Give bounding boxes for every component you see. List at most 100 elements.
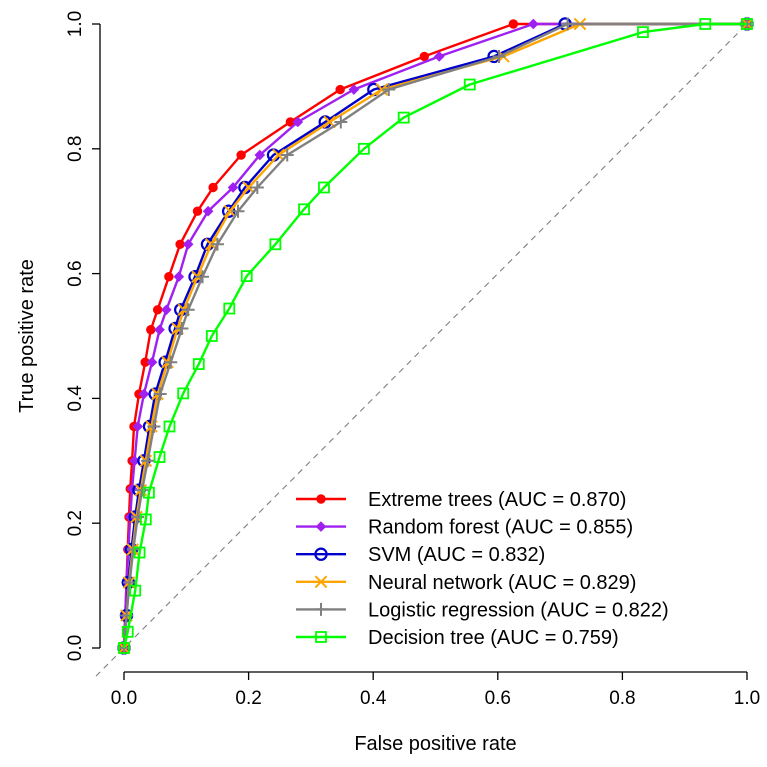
data-point (335, 84, 345, 95)
data-point (231, 204, 245, 218)
legend-entry-5: Logistic regression (AUC = 0.822) (296, 599, 669, 621)
data-point (397, 111, 410, 124)
data-point (163, 420, 176, 433)
data-point (508, 19, 519, 29)
data-point (147, 419, 161, 433)
data-point (161, 304, 172, 316)
axes: 0.0 0.2 0.4 0.6 0.8 1.0 0.0 0.2 0.4 0.6 0.8 1.0 (65, 11, 760, 709)
y-tick-label: 1.0 (65, 11, 86, 37)
data-point (348, 84, 360, 95)
data-point (292, 116, 304, 128)
data-point (182, 238, 194, 250)
x-tick-label: 0.2 (235, 688, 261, 709)
x-tick-label: 0.4 (360, 688, 387, 709)
data-point (357, 142, 370, 155)
data-point (192, 206, 203, 216)
data-point (210, 237, 224, 251)
data-point (382, 83, 396, 97)
legend-marker (316, 494, 326, 504)
data-point (146, 356, 158, 368)
data-point (164, 272, 174, 282)
x-tick-label: 0.0 (111, 688, 137, 709)
data-point (463, 78, 476, 91)
data-point (561, 17, 575, 31)
data-point (492, 49, 506, 63)
legend-entry-1: Extreme trees (AUC = 0.870) (296, 489, 626, 511)
data-point (153, 387, 167, 401)
data-point (177, 387, 190, 400)
data-point (202, 205, 214, 217)
data-point (433, 51, 445, 62)
data-point (141, 454, 155, 468)
legend-label: Decision tree (AUC = 0.759) (368, 627, 619, 649)
series-line-2 (122, 22, 747, 649)
legend-label: Random forest (AUC = 0.855) (368, 517, 633, 539)
data-point (334, 115, 348, 129)
data-point (227, 182, 239, 193)
legend-label: Extreme trees (AUC = 0.870) (368, 489, 626, 511)
x-tick-label: 1.0 (734, 688, 760, 709)
data-point (164, 355, 178, 369)
data-point (192, 358, 205, 370)
data-point (153, 451, 166, 463)
legend-label: Neural network (AUC = 0.829) (368, 572, 636, 594)
data-point (143, 486, 155, 499)
data-point (741, 18, 753, 30)
data-point (240, 270, 253, 282)
legend-entry-6: Decision tree (AUC = 0.759) (296, 627, 619, 649)
data-point (195, 270, 209, 284)
data-point (375, 83, 389, 96)
legend-marker (314, 602, 328, 616)
data-point (181, 303, 195, 317)
legend-label: Logistic regression (AUC = 0.822) (368, 599, 669, 621)
data-point (205, 330, 218, 342)
series-line-3 (122, 22, 747, 649)
legend-entry-3: SVM (AUC = 0.832) (296, 544, 545, 566)
series-line-5 (122, 22, 747, 649)
legend-marker (314, 547, 328, 561)
series-6 (118, 18, 753, 654)
plot-area (95, 17, 754, 677)
legend: Extreme trees (AUC = 0.870) Random forest… (296, 489, 669, 649)
data-point (298, 203, 310, 216)
data-point (129, 584, 142, 597)
data-point (699, 18, 712, 30)
data-point (250, 180, 264, 194)
data-point (138, 388, 150, 400)
data-point (318, 181, 330, 194)
data-point (146, 325, 156, 335)
legend-entry-4: Neural network (AUC = 0.829) (296, 572, 636, 594)
y-tick-label: 0.8 (65, 136, 86, 162)
y-tick-label: 0.6 (65, 260, 86, 286)
x-tick-label: 0.8 (609, 688, 635, 709)
data-point (175, 322, 189, 336)
series-5 (117, 17, 754, 655)
data-point (135, 483, 149, 497)
series-line-6 (122, 22, 747, 649)
data-point (139, 513, 152, 526)
data-point (223, 204, 237, 218)
data-point (254, 149, 266, 161)
data-point (208, 182, 218, 193)
data-point (173, 271, 185, 283)
y-tick-label: 0.0 (65, 635, 86, 661)
data-point (132, 421, 144, 432)
x-tick-label: 0.6 (485, 688, 511, 709)
legend-marker (314, 575, 328, 589)
data-point (269, 238, 282, 251)
legend-marker (315, 631, 327, 643)
data-point (133, 546, 146, 559)
data-point (121, 625, 134, 638)
y-tick-label: 0.2 (65, 510, 86, 536)
data-point (419, 51, 429, 62)
x-axis-title: False positive rate (354, 733, 516, 755)
data-point (236, 150, 246, 160)
legend-label: SVM (AUC = 0.832) (368, 544, 545, 566)
data-point (126, 542, 140, 556)
legend-marker (315, 521, 327, 532)
data-point (131, 510, 145, 524)
legend-entry-2: Random forest (AUC = 0.855) (296, 517, 633, 539)
data-point (152, 305, 163, 315)
data-point (242, 181, 255, 194)
